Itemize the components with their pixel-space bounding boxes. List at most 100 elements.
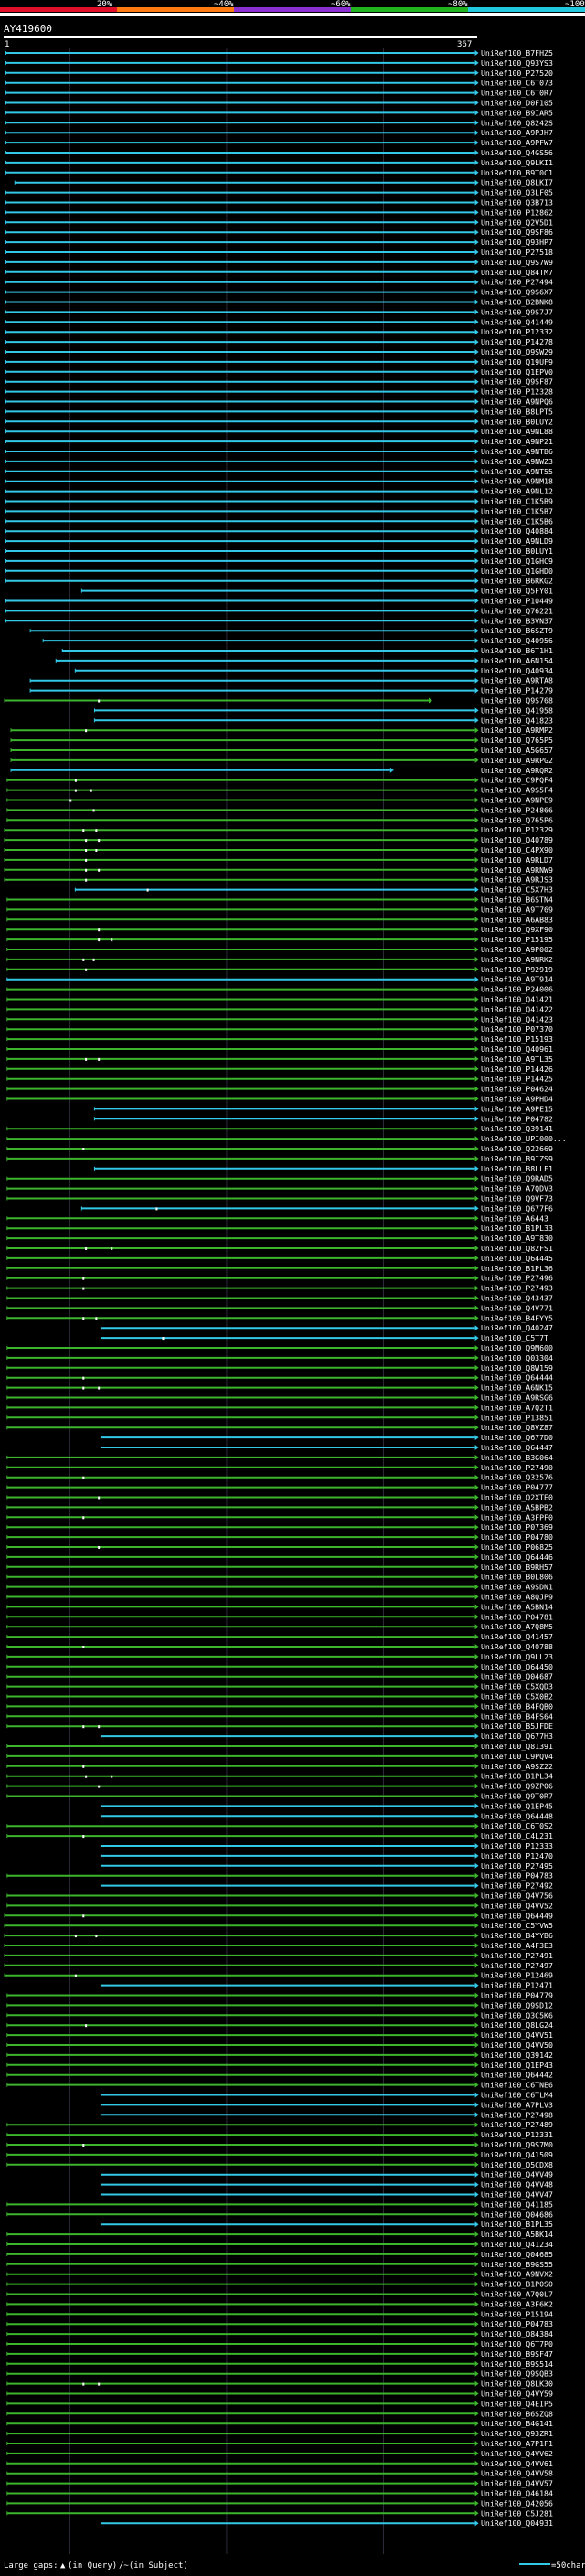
hit-label: UniRef100_Q3B713 bbox=[481, 198, 553, 207]
hit-label: UniRef100_Q8LK30 bbox=[481, 2380, 553, 2389]
scale-label: 20% bbox=[97, 0, 112, 9]
hit-end-arrow bbox=[474, 2500, 479, 2507]
hit-end-arrow bbox=[474, 996, 479, 1002]
identity-scale: 20% ~40% ~60% ~80% ~100% bbox=[0, 0, 585, 16]
hit-label: UniRef100_B9IAR5 bbox=[481, 108, 553, 117]
hit-label: UniRef100_A9T914 bbox=[481, 975, 553, 984]
hit-label: UniRef100_A9PE15 bbox=[481, 1104, 553, 1113]
hit-label: UniRef100_Q3LF05 bbox=[481, 188, 553, 197]
hit-label: UniRef100_Q4VY59 bbox=[481, 2390, 553, 2399]
hit-end-arrow bbox=[474, 2271, 479, 2277]
hit-label: UniRef100_B0LUY1 bbox=[481, 546, 553, 556]
hit-end-arrow bbox=[474, 687, 479, 694]
hit-label: UniRef100_Q93HP7 bbox=[481, 238, 553, 247]
hit-label: UniRef100_Q64449 bbox=[481, 1911, 553, 1920]
hit-label: UniRef100_B9IZS9 bbox=[481, 1154, 553, 1163]
hit-end-arrow bbox=[474, 398, 479, 405]
hit-end-arrow bbox=[474, 1275, 479, 1281]
gap-marker bbox=[82, 1317, 85, 1320]
hit-end-arrow bbox=[474, 2221, 479, 2228]
legend-scale-bar bbox=[519, 2563, 550, 2565]
gap-marker bbox=[85, 878, 88, 882]
hit-label: UniRef100_Q1EPV0 bbox=[481, 367, 553, 376]
hit-end-arrow bbox=[474, 677, 479, 684]
hit-end-arrow bbox=[474, 1315, 479, 1321]
hit-end-arrow bbox=[474, 199, 479, 206]
hit-end-arrow bbox=[474, 1246, 479, 1251]
hit-end-arrow bbox=[474, 1076, 479, 1082]
hit-end-arrow bbox=[474, 1305, 479, 1311]
hit-end-arrow bbox=[474, 937, 479, 943]
hit-end-arrow bbox=[474, 876, 479, 883]
hit-end-arrow bbox=[474, 2132, 479, 2138]
gap-marker bbox=[82, 2144, 85, 2147]
hit-end-arrow bbox=[474, 1445, 479, 1450]
hit-end-arrow bbox=[474, 130, 479, 136]
scale-label: ~60% bbox=[331, 0, 351, 9]
hit-label: UniRef100_Q4VV51 bbox=[481, 2030, 553, 2040]
hit-end-arrow bbox=[474, 1803, 479, 1809]
hit-label: UniRef100_P27520 bbox=[481, 69, 553, 78]
hit-label: UniRef100_P12469 bbox=[481, 1971, 553, 1980]
hit-end-arrow bbox=[474, 866, 479, 873]
hit-label: UniRef100_B4G141 bbox=[481, 2419, 553, 2428]
hit-end-arrow bbox=[474, 667, 479, 673]
hit-label: UniRef100_Q64448 bbox=[481, 1811, 553, 1820]
hit-end-arrow bbox=[474, 2191, 479, 2198]
hit-label: UniRef100_Q9S6X7 bbox=[481, 288, 553, 297]
hit-label: UniRef100_Q39141 bbox=[481, 1124, 553, 1133]
gap-marker bbox=[82, 1725, 85, 1729]
hit-end-arrow bbox=[474, 2092, 479, 2098]
hit-label: UniRef100_Q677H3 bbox=[481, 1732, 553, 1741]
hit-label: UniRef100_P27489 bbox=[481, 2120, 553, 2129]
hit-label: UniRef100_B3VN37 bbox=[481, 616, 553, 625]
hit-end-arrow bbox=[474, 1335, 479, 1341]
hit-label: UniRef100_Q04686 bbox=[481, 2210, 553, 2219]
gap-marker bbox=[111, 1775, 113, 1778]
hit-label: UniRef100_UPI000... bbox=[481, 1134, 567, 1143]
hit-end-arrow bbox=[474, 1036, 479, 1043]
hit-label: UniRef100_P27518 bbox=[481, 248, 553, 257]
hit-label: UniRef100_Q81391 bbox=[481, 1742, 553, 1751]
hit-label: UniRef100_Q40884 bbox=[481, 526, 553, 535]
hit-label: UniRef100_A9RSG6 bbox=[481, 1394, 553, 1403]
hit-end-arrow bbox=[474, 2151, 479, 2157]
hit-end-arrow bbox=[474, 1923, 479, 1929]
hit-label: UniRef100_A6NK15 bbox=[481, 1383, 553, 1393]
hit-label: UniRef100_Q43437 bbox=[481, 1294, 553, 1303]
hit-label: UniRef100_Q32576 bbox=[481, 1473, 553, 1482]
hit-end-arrow bbox=[474, 588, 479, 594]
hit-label: UniRef100_C5XQD3 bbox=[481, 1682, 553, 1691]
hit-label: UniRef100_Q41234 bbox=[481, 2240, 553, 2249]
hit-label: UniRef100_A9SDN1 bbox=[481, 1583, 553, 1592]
hit-end-arrow bbox=[474, 927, 479, 933]
hit-label: UniRef100_Q677D0 bbox=[481, 1433, 553, 1442]
hit-end-arrow bbox=[474, 1354, 479, 1361]
hit-label: UniRef100_A9NVX2 bbox=[481, 2270, 553, 2279]
hit-end-arrow bbox=[474, 737, 479, 744]
hit-end-arrow bbox=[474, 1464, 479, 1470]
hit-end-arrow bbox=[474, 2331, 479, 2337]
gap-marker bbox=[82, 1148, 85, 1150]
hit-label: UniRef100_A9RJS3 bbox=[481, 875, 553, 885]
hit-label: UniRef100_C1K5B6 bbox=[481, 516, 553, 525]
hit-label: UniRef100_Q40247 bbox=[481, 1323, 553, 1332]
hit-label: UniRef100_Q2XTE0 bbox=[481, 1493, 553, 1502]
hit-end-arrow bbox=[474, 2211, 479, 2218]
hit-label: UniRef100_B8LPT5 bbox=[481, 407, 553, 416]
hit-label: UniRef100_P27495 bbox=[481, 1861, 553, 1871]
hit-label: UniRef100_Q9S7M0 bbox=[481, 2140, 553, 2149]
hit-label: UniRef100_A9NPQ6 bbox=[481, 398, 553, 407]
gap-marker bbox=[82, 1277, 85, 1280]
hit-end-arrow bbox=[474, 2171, 479, 2178]
gap-marker bbox=[85, 849, 88, 852]
gap-marker bbox=[82, 1765, 85, 1768]
hit-end-arrow bbox=[474, 319, 479, 325]
hit-label: UniRef100_P04782 bbox=[481, 1114, 553, 1123]
hit-end-arrow bbox=[474, 239, 479, 246]
hit-label: UniRef100_Q93ZR1 bbox=[481, 2429, 553, 2438]
hit-label: UniRef100_Q93YS3 bbox=[481, 58, 553, 68]
hit-label: UniRef100_Q765P5 bbox=[481, 736, 553, 745]
hit-label: UniRef100_P07370 bbox=[481, 1024, 553, 1034]
hit-end-arrow bbox=[474, 1723, 479, 1730]
